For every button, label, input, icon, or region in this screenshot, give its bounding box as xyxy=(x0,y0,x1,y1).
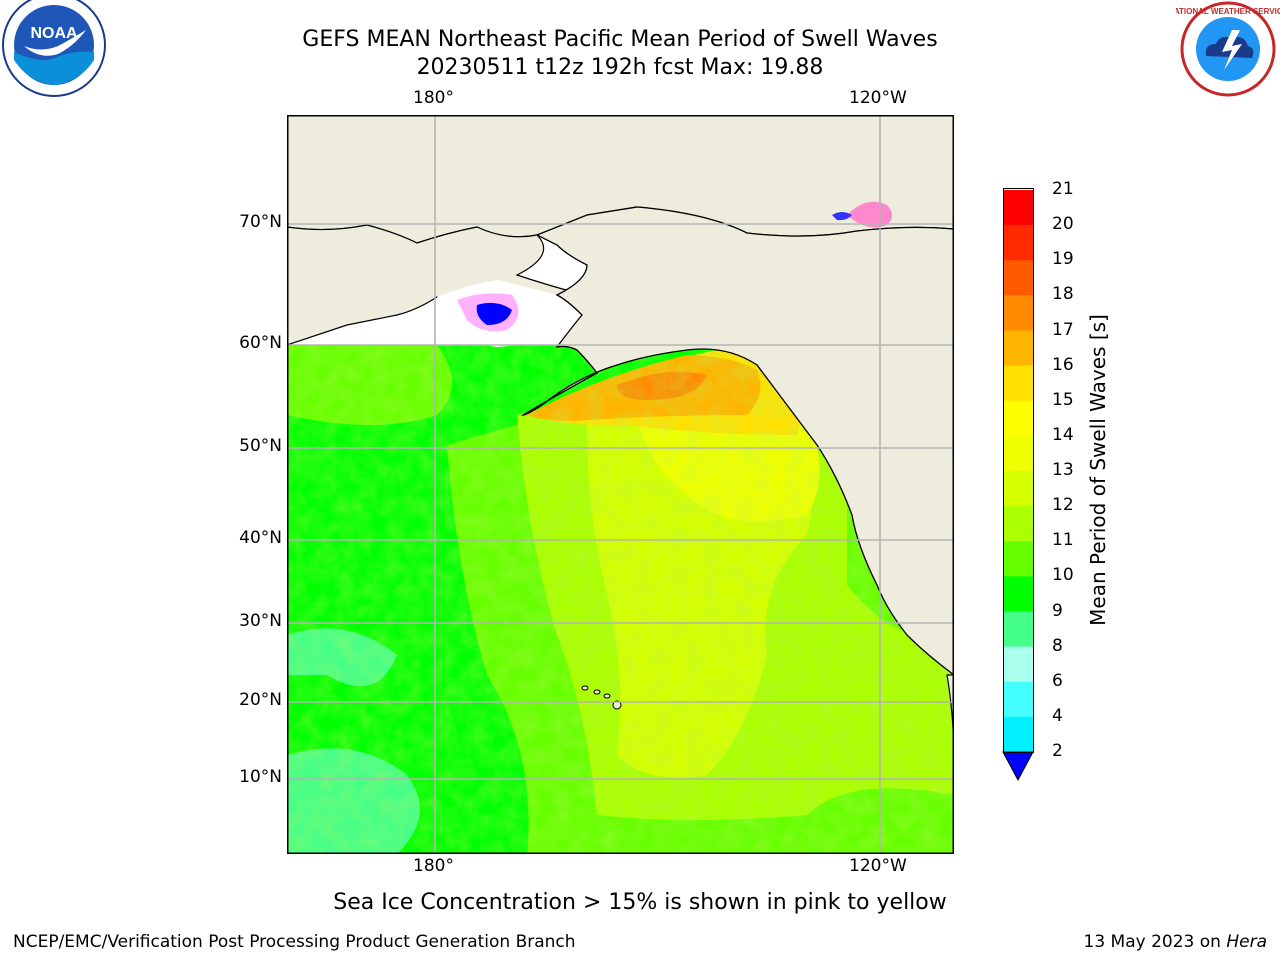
lon-label-top-180: 180° xyxy=(413,88,454,108)
colorbar-swatch xyxy=(1004,611,1033,648)
lat-label-40n: 40°N xyxy=(239,528,282,548)
colorbar-tick-label: 10 xyxy=(1052,565,1074,586)
colorbar-tick-label: 19 xyxy=(1052,249,1074,270)
footer-credit: NCEP/EMC/Verification Post Processing Pr… xyxy=(13,932,576,952)
colorbar xyxy=(1002,188,1034,782)
colorbar-tick-label: 14 xyxy=(1052,424,1074,445)
colorbar-tick-label: 13 xyxy=(1052,460,1074,480)
map-title: GEFS MEAN Northeast Pacific Mean Period … xyxy=(302,27,938,52)
footer-machine: Hera xyxy=(1226,932,1267,952)
lon-label-bottom-120w: 120°W xyxy=(849,856,907,876)
lat-label-70n: 70°N xyxy=(239,212,282,232)
colorbar-swatch xyxy=(1004,576,1033,612)
hudson-ice-core xyxy=(832,212,852,221)
colorbar-tick-label: 9 xyxy=(1052,600,1063,621)
colorbar-swatch xyxy=(1004,190,1033,226)
colorbar-swatch xyxy=(1004,506,1033,542)
map-frame xyxy=(287,115,954,854)
colorbar-swatch xyxy=(1004,295,1033,331)
hawaii-islands xyxy=(581,685,622,710)
colorbar-swatch xyxy=(1004,330,1033,367)
noaa-logo: NOAA xyxy=(2,0,106,97)
colorbar-tick-label: 17 xyxy=(1052,319,1074,340)
colorbar-label: Mean Period of Swell Waves [s] xyxy=(1086,314,1110,626)
colorbar-swatch xyxy=(1004,260,1033,296)
lat-label-20n: 20°N xyxy=(239,690,282,710)
footer-date-text: 13 May 2023 on xyxy=(1083,932,1227,952)
map-plot xyxy=(287,115,954,854)
footer-date: 13 May 2023 on Hera xyxy=(1084,932,1268,952)
colorbar-swatch xyxy=(1004,681,1033,718)
bering-ice-blue xyxy=(476,302,512,325)
colorbar-tick-label: 21 xyxy=(1052,179,1074,199)
nws-logo-text: NATIONAL WEATHER SERVICE xyxy=(1176,7,1280,16)
nws-logo: NATIONAL WEATHER SERVICE xyxy=(1176,1,1280,97)
map-subtitle: 20230511 t12z 192h fcst Max: 19.88 xyxy=(416,55,824,80)
colorbar-swatch xyxy=(1004,435,1033,472)
colorbar-tick-label: 20 xyxy=(1052,214,1074,235)
colorbar-swatch xyxy=(1004,471,1033,507)
colorbar-tick-label: 8 xyxy=(1052,635,1063,656)
chukotka-land xyxy=(287,224,578,346)
colorbar-tick-label: 15 xyxy=(1052,389,1074,410)
lat-label-60n: 60°N xyxy=(239,333,282,353)
graticule xyxy=(287,115,954,854)
colorbar-swatch xyxy=(1004,365,1033,402)
colorbar-tick-label: 6 xyxy=(1052,670,1063,691)
colorbar-swatch xyxy=(1004,225,1033,261)
colorbar-tick-label: 11 xyxy=(1052,530,1074,551)
noaa-logo-text: NOAA xyxy=(30,25,78,42)
colorbar-tick-label: 2 xyxy=(1052,741,1063,761)
lon-label-bottom-180: 180° xyxy=(413,856,454,876)
lat-label-30n: 30°N xyxy=(239,611,282,631)
colorbar-tick-label: 16 xyxy=(1052,354,1074,375)
colorbar-swatch xyxy=(1004,400,1033,437)
sea-ice-note: Sea Ice Concentration > 15% is shown in … xyxy=(333,890,947,915)
lat-label-10n: 10°N xyxy=(239,767,282,787)
colorbar-swatch xyxy=(1004,716,1033,753)
colorbar-swatch xyxy=(1004,541,1033,577)
colorbar-swatch xyxy=(1004,646,1033,683)
lon-label-top-120w: 120°W xyxy=(849,88,907,108)
lat-label-50n: 50°N xyxy=(239,436,282,456)
colorbar-tick-label: 4 xyxy=(1052,705,1063,726)
north-america-land xyxy=(520,206,954,676)
colorbar-tick-label: 18 xyxy=(1052,284,1074,305)
colorbar-tick-label: 12 xyxy=(1052,495,1074,516)
